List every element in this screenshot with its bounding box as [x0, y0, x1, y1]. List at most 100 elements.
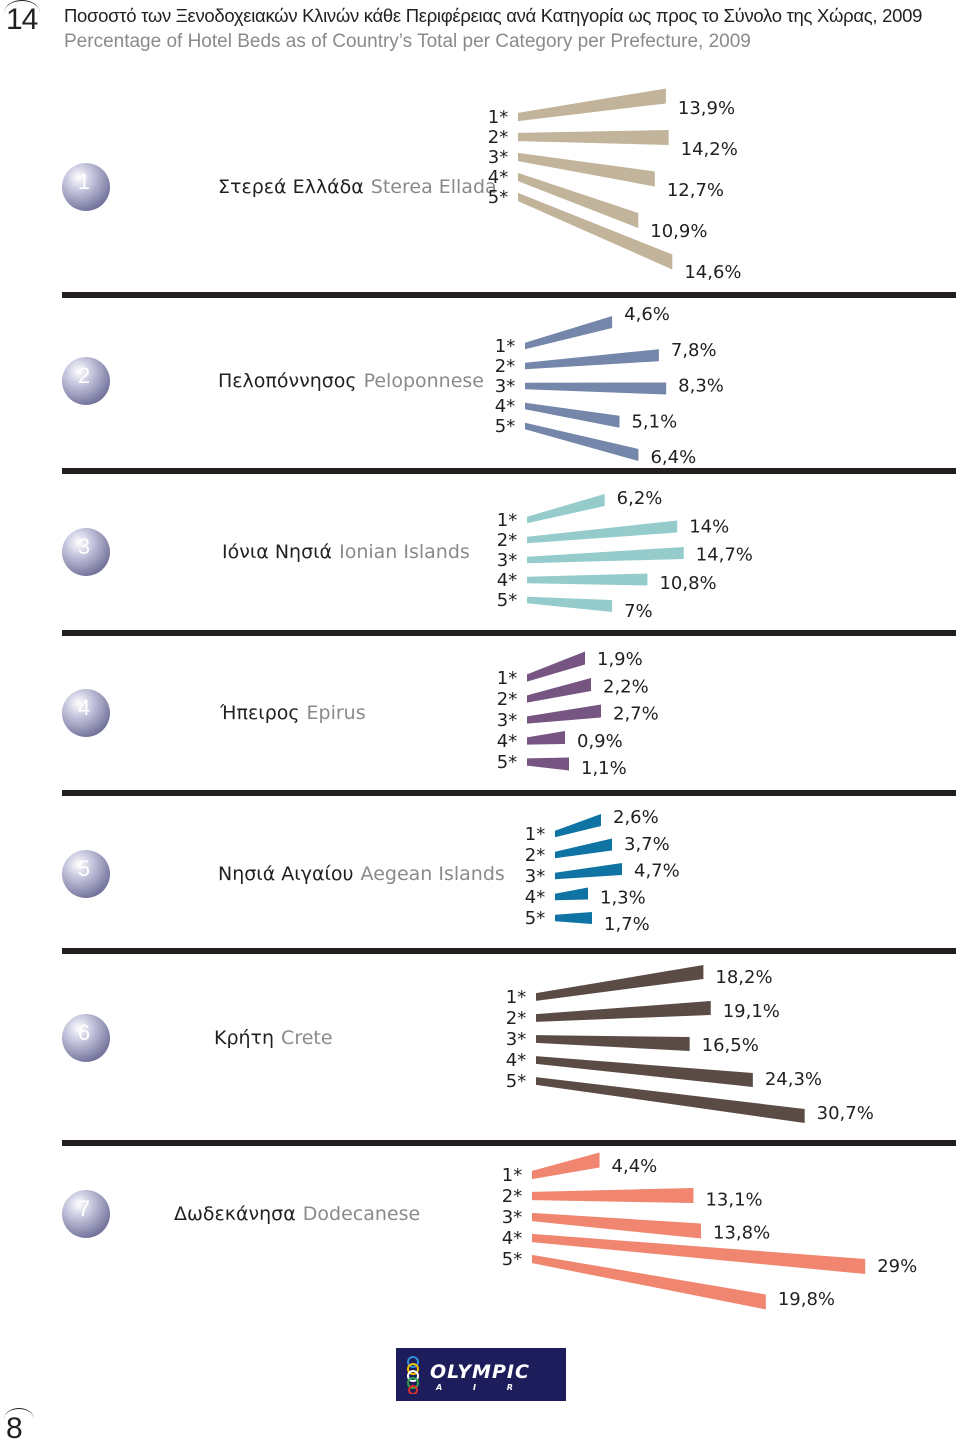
value-label: 7,8%	[671, 340, 717, 361]
value-label: 14,6%	[684, 262, 741, 283]
value-label: 4,6%	[624, 304, 670, 325]
region-2: 2 Πελοπόννησος Peloponnese 1*2*3*4*5* 4,6%7,…	[62, 304, 724, 468]
logo-text: OLYMPIC	[430, 1361, 530, 1383]
region-badge	[62, 357, 110, 405]
value-label: 6,4%	[650, 447, 696, 468]
region-separator	[62, 948, 956, 954]
region-name-english: Crete	[281, 1027, 333, 1049]
value-label: 8,3%	[678, 376, 724, 397]
category-label: 5*	[495, 416, 515, 437]
region-badge	[62, 1190, 110, 1238]
value-label: 13,1%	[705, 1189, 762, 1210]
bar-5-star	[532, 1254, 766, 1310]
value-label: 14,7%	[696, 545, 753, 566]
region-badge	[62, 850, 110, 898]
bar-1-star	[518, 88, 666, 122]
value-label: 24,3%	[765, 1069, 822, 1090]
region-name-english: Sterea Ellada	[371, 176, 497, 198]
category-label: 5*	[497, 752, 517, 773]
category-label: 4*	[525, 887, 545, 908]
value-label: 19,1%	[723, 1001, 780, 1022]
value-label: 6,2%	[617, 488, 663, 509]
region-name-english: Ionian Islands	[339, 541, 470, 563]
region-name: Νησιά Αιγαίου Aegean Islands	[218, 863, 505, 885]
page-number-arc	[4, 0, 40, 13]
region-name: Δωδεκάνησα Dodecanese	[174, 1203, 420, 1225]
category-label: 3*	[525, 866, 545, 887]
category-label: 1*	[495, 336, 515, 357]
category-label: 2*	[497, 530, 517, 551]
region-name-english: Dodecanese	[303, 1203, 420, 1225]
region-separator	[62, 292, 956, 298]
footer-page-arc	[4, 1408, 34, 1419]
category-label: 3*	[497, 550, 517, 571]
category-label: 2*	[497, 689, 517, 710]
bar-4-star	[532, 1233, 866, 1274]
region-name-english: Epirus	[307, 702, 366, 724]
category-label: 2*	[506, 1008, 526, 1029]
region-name: Κρήτη Crete	[214, 1027, 333, 1049]
value-label: 7%	[624, 601, 653, 622]
bar-2-star	[532, 1188, 694, 1203]
region-7: 7 Δωδεκάνησα Dodecanese 1*2*3*4*5* 4,4% 13,1%…	[62, 1152, 917, 1310]
category-label: 3*	[488, 147, 508, 168]
region-name-greek: Πελοπόννησος	[218, 370, 357, 392]
region-name: Στερεά Ελλάδα Sterea Ellada	[218, 176, 497, 198]
footer-page-number: 8	[6, 1412, 23, 1445]
value-label: 3,7%	[624, 834, 670, 855]
bar-5-star	[527, 757, 569, 771]
value-label: 13,8%	[713, 1223, 770, 1244]
value-label: 12,7%	[667, 180, 724, 201]
region-3: 3 Ιόνια Νησιά Ionian Islands 1*2*3*4*5* 6,2%…	[62, 488, 753, 622]
region-badge	[62, 528, 110, 576]
region-badge	[62, 1014, 110, 1062]
region-number: 3	[78, 534, 90, 559]
value-label: 2,6%	[613, 807, 659, 828]
bar-3-star	[518, 152, 655, 187]
region-number: 4	[78, 695, 90, 720]
region-number: 1	[78, 169, 90, 194]
value-label: 2,7%	[613, 704, 659, 725]
value-label: 14,2%	[681, 139, 738, 160]
category-label: 1*	[506, 987, 526, 1008]
value-label: 4,4%	[612, 1156, 658, 1177]
bar-5-star	[527, 596, 613, 612]
bar-3-star	[527, 704, 601, 724]
region-name-greek: Νησιά Αιγαίου	[218, 863, 354, 885]
category-label: 4*	[497, 731, 517, 752]
value-label: 0,9%	[577, 731, 623, 752]
region-name: Ιόνια Νησιά Ionian Islands	[222, 541, 470, 563]
value-label: 1,7%	[604, 914, 650, 935]
bar-1-star	[536, 965, 704, 1001]
region-name: Πελοπόννησος Peloponnese	[218, 370, 484, 392]
region-5: 5 Νησιά Αιγαίου Aegean Islands 1*2*3*4*5* 2,…	[62, 807, 680, 935]
bar-1-star	[527, 651, 585, 682]
value-label: 5,1%	[631, 411, 677, 432]
region-separator	[62, 1140, 956, 1146]
category-label: 5*	[502, 1249, 522, 1270]
page-number: 14	[6, 3, 38, 36]
bar-5-star	[536, 1077, 805, 1123]
bar-2-star	[518, 130, 669, 145]
value-label: 10,8%	[659, 573, 716, 594]
bar-1-star	[532, 1152, 600, 1180]
bar-2-star	[525, 349, 659, 370]
category-label: 4*	[497, 570, 517, 591]
value-label: 19,8%	[778, 1289, 835, 1310]
region-1: 1 Στερεά Ελλάδα Sterea Ellada 1*2*3*4*5* 13,…	[62, 88, 742, 283]
bar-5-star	[525, 422, 639, 461]
region-6: 6 Κρήτη Crete 1*2*3*4*5* 18,2% 19,1% 16,5% 24,3…	[62, 965, 874, 1124]
bar-1-star	[555, 814, 601, 838]
bar-3-star	[525, 382, 667, 395]
bar-2-star	[527, 520, 678, 544]
region-separator	[62, 468, 956, 474]
olympic-air-logo: OLYMPIC A I R	[396, 1348, 566, 1401]
category-label: 4*	[502, 1228, 522, 1249]
region-number: 2	[78, 363, 90, 388]
region-separator	[62, 630, 956, 636]
category-label: 3*	[495, 376, 515, 397]
category-label: 4*	[488, 167, 508, 188]
value-label: 30,7%	[817, 1103, 874, 1124]
bar-3-star	[532, 1212, 702, 1239]
category-label: 1*	[497, 668, 517, 689]
